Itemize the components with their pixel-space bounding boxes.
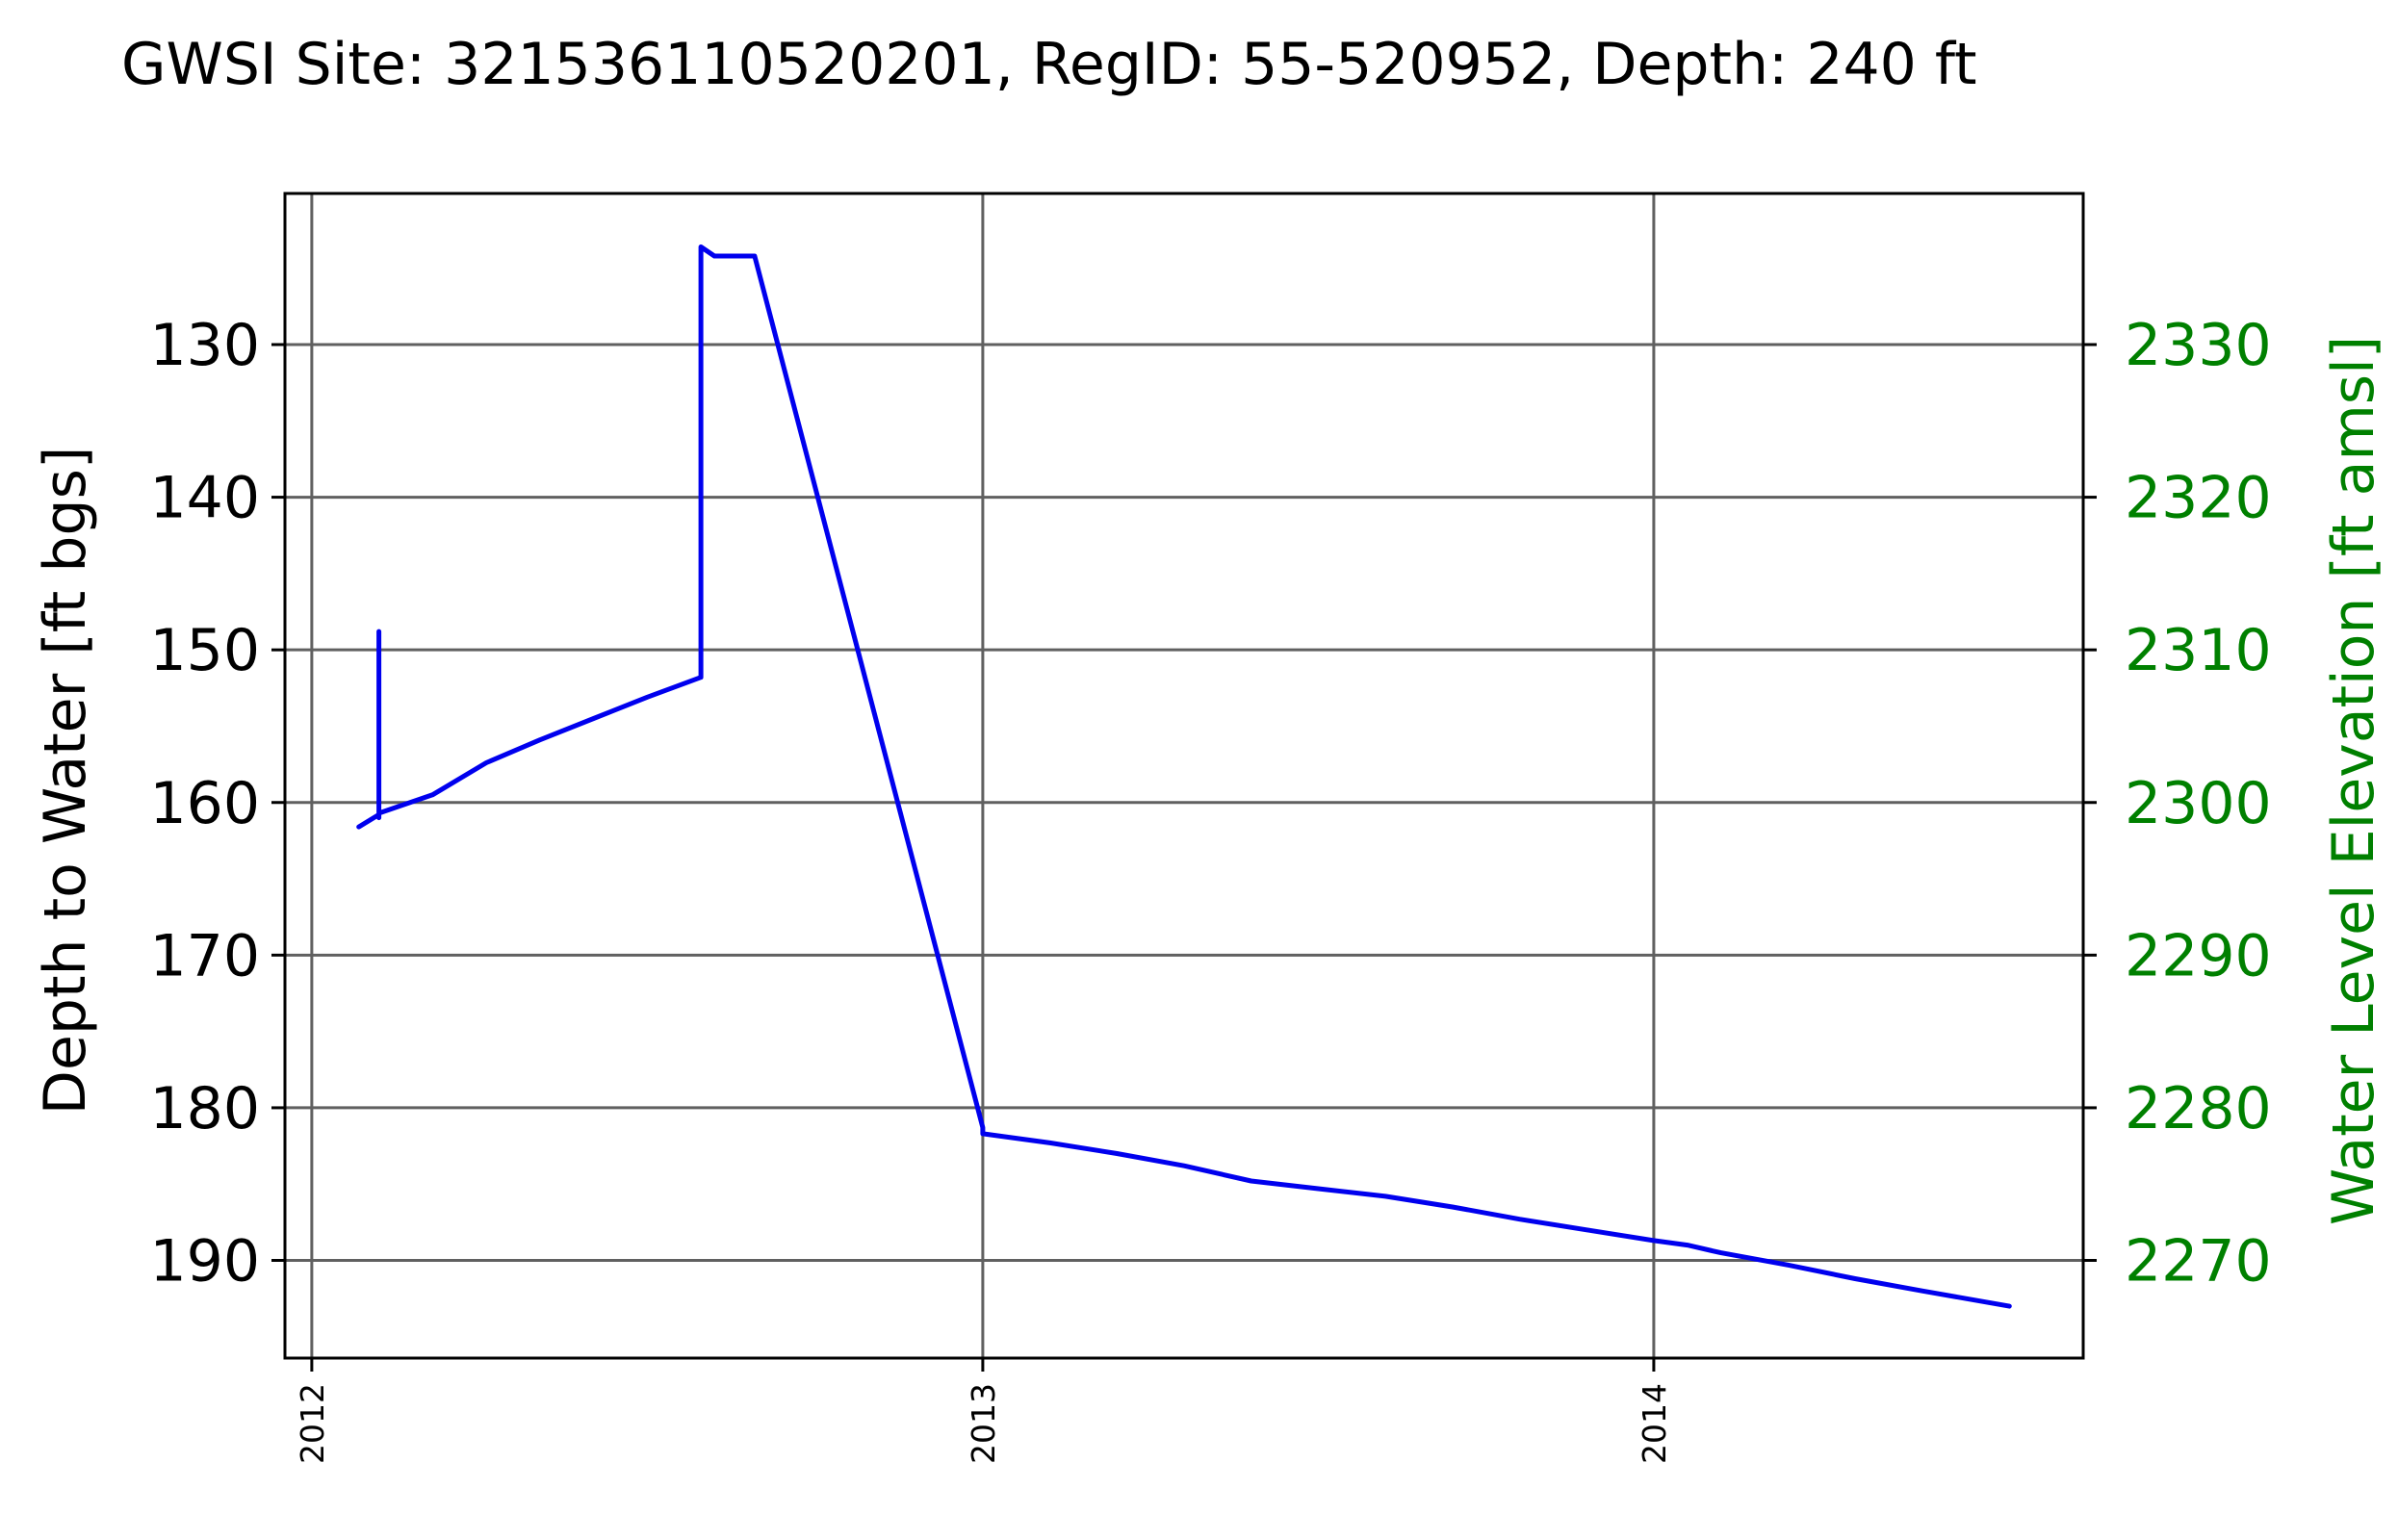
y-tick-label-right: 2330 xyxy=(2125,312,2272,379)
series-layer xyxy=(356,244,2012,1309)
grid xyxy=(285,193,2083,1358)
y-tick-label-left: 190 xyxy=(149,1228,260,1296)
depth-to-water-line xyxy=(356,244,2012,1309)
y-tick-label-right: 2290 xyxy=(2125,922,2272,989)
y-axis-label-right: Water Level Elevation [ft amsl] xyxy=(2320,336,2387,1225)
y-tick-label-left: 130 xyxy=(149,312,260,379)
y-tick-label-right: 2270 xyxy=(2125,1228,2272,1296)
x-tick-label: 2012 xyxy=(294,1383,331,1464)
y-axis-label-left: Depth to Water [ft bgs] xyxy=(32,447,99,1115)
y-tick-label-right: 2300 xyxy=(2125,770,2272,837)
plot-area-frame xyxy=(283,192,2085,1360)
y-tick-label-left: 160 xyxy=(149,770,260,837)
y-tick-label-right: 2310 xyxy=(2125,617,2272,684)
chart-title: GWSI Site: 321536110520201, RegID: 55-52… xyxy=(121,31,1977,98)
y-tick-label-left: 150 xyxy=(149,617,260,684)
x-tick-label: 2014 xyxy=(1636,1383,1673,1464)
x-tick-label: 2013 xyxy=(965,1383,1002,1464)
y-tick-label-left: 180 xyxy=(149,1075,260,1142)
y-tick-label-right: 2320 xyxy=(2125,465,2272,532)
y-tick-label-right: 2280 xyxy=(2125,1075,2272,1142)
y-tick-label-left: 170 xyxy=(149,922,260,989)
axes: 130 140 150 160 170 180 190 2330 2320 2310 2300 229… xyxy=(149,312,2271,1464)
y-tick-label-left: 140 xyxy=(149,465,260,532)
